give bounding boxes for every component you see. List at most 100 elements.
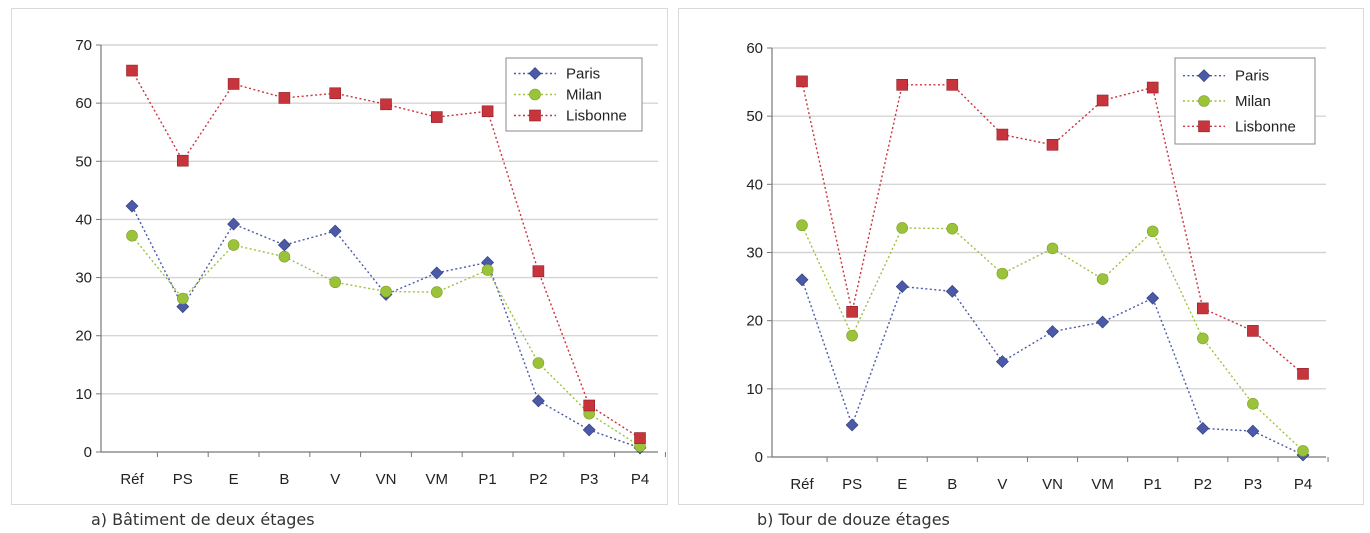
y-tick-label: 0 [84, 444, 92, 461]
chart-b: 0 10 20 30 40 50 60 Réf PS E B V VN VM P1 P2 P3 P4 Paris Mi… [746, 40, 1329, 493]
x-tick-label: V [997, 476, 1007, 493]
legend-label: Milan [1235, 93, 1271, 110]
point-paris [1146, 291, 1160, 305]
legend-label: Lisbonne [566, 108, 627, 125]
point-paris [125, 199, 139, 213]
caption-a: a) Bâtiment de deux étages [91, 510, 315, 529]
point-milan [177, 292, 189, 305]
y-tick-label: 20 [75, 328, 92, 345]
point-milan [227, 239, 240, 251]
y-tick-label: 60 [746, 40, 763, 57]
point-paris [227, 217, 241, 231]
x-tick-label: V [330, 471, 340, 488]
y-tick-label: 40 [75, 211, 92, 228]
x-tick-label: P1 [1144, 476, 1162, 493]
point-milan [532, 357, 545, 369]
point-lisbonne [532, 265, 545, 277]
point-paris [277, 238, 291, 252]
x-tick-label: E [897, 476, 907, 493]
point-lisbonne [1247, 325, 1259, 337]
point-lisbonne [1197, 302, 1209, 315]
point-lisbonne [1046, 138, 1059, 151]
x-tick-label: VM [1091, 476, 1114, 493]
x-tick-label: B [279, 471, 289, 488]
point-milan [796, 219, 808, 232]
y-tick-label: 30 [75, 270, 92, 287]
point-milan [1247, 398, 1259, 410]
x-tick-label: PS [842, 476, 862, 493]
point-lisbonne [634, 432, 646, 444]
x-tick-label: VM [426, 471, 449, 488]
y-tick-label: 70 [75, 37, 92, 54]
x-tick-label: P4 [631, 471, 649, 488]
legend-marker [529, 88, 541, 101]
point-lisbonne [996, 128, 1009, 141]
y-tick-label: 10 [746, 381, 763, 398]
x-tick-label: P2 [529, 471, 547, 488]
x-tick-label: P4 [1294, 476, 1312, 493]
point-milan [380, 285, 392, 298]
x-tick-label: E [229, 471, 239, 488]
point-milan [846, 329, 858, 342]
x-tick-label: VN [376, 471, 397, 488]
point-milan [896, 222, 909, 234]
point-lisbonne [380, 98, 392, 111]
chart-a: 0 10 20 30 40 50 60 70 Réf PS E B V VN VM P1 P2 P3 P4 Paris… [75, 37, 666, 488]
point-paris [430, 266, 444, 280]
x-tick-label: P2 [1194, 476, 1212, 493]
point-paris [531, 394, 545, 408]
point-lisbonne [1096, 94, 1109, 107]
y-tick-label: 50 [75, 153, 92, 170]
point-milan [1046, 242, 1059, 255]
point-milan [996, 267, 1009, 280]
legend-marker [529, 109, 541, 122]
point-lisbonne [126, 64, 138, 77]
point-lisbonne [946, 79, 959, 91]
legend-marker [1198, 95, 1210, 107]
point-paris [995, 355, 1009, 368]
point-lisbonne [796, 75, 808, 88]
legend-label: Paris [566, 66, 600, 83]
point-paris [328, 224, 342, 238]
point-lisbonne [278, 92, 291, 104]
y-tick-label: 50 [746, 108, 763, 125]
x-tick-label: Réf [120, 471, 144, 488]
x-tick-label: VN [1042, 476, 1063, 493]
point-lisbonne [177, 154, 189, 167]
point-paris [582, 423, 596, 437]
point-milan [1096, 273, 1109, 285]
x-tick-label: B [947, 476, 957, 493]
point-milan [1297, 445, 1309, 457]
point-paris [1046, 325, 1059, 338]
series-line-paris [131, 205, 641, 449]
point-paris [795, 273, 809, 287]
point-lisbonne [329, 87, 342, 100]
series-line-milan [131, 235, 641, 447]
point-paris [895, 280, 909, 294]
y-tick-label: 30 [746, 245, 763, 262]
point-paris [1096, 315, 1110, 329]
point-lisbonne [896, 79, 909, 91]
point-milan [1146, 225, 1159, 238]
point-paris [1246, 424, 1260, 438]
legend-label: Milan [566, 87, 602, 104]
x-tick-label: P1 [478, 471, 496, 488]
y-tick-label: 20 [746, 313, 763, 330]
point-milan [126, 229, 138, 242]
legend-marker [528, 67, 542, 80]
legend-marker [1198, 120, 1210, 133]
y-tick-label: 10 [75, 386, 92, 403]
point-paris [945, 284, 959, 298]
point-milan [430, 286, 443, 298]
point-lisbonne [481, 105, 494, 118]
point-lisbonne [430, 111, 443, 123]
point-paris [176, 300, 190, 314]
point-lisbonne [846, 306, 858, 318]
point-paris [845, 418, 859, 432]
x-tick-label: PS [173, 471, 193, 488]
x-tick-label: P3 [580, 471, 598, 488]
point-milan [329, 276, 342, 289]
series-line-paris [801, 279, 1304, 456]
